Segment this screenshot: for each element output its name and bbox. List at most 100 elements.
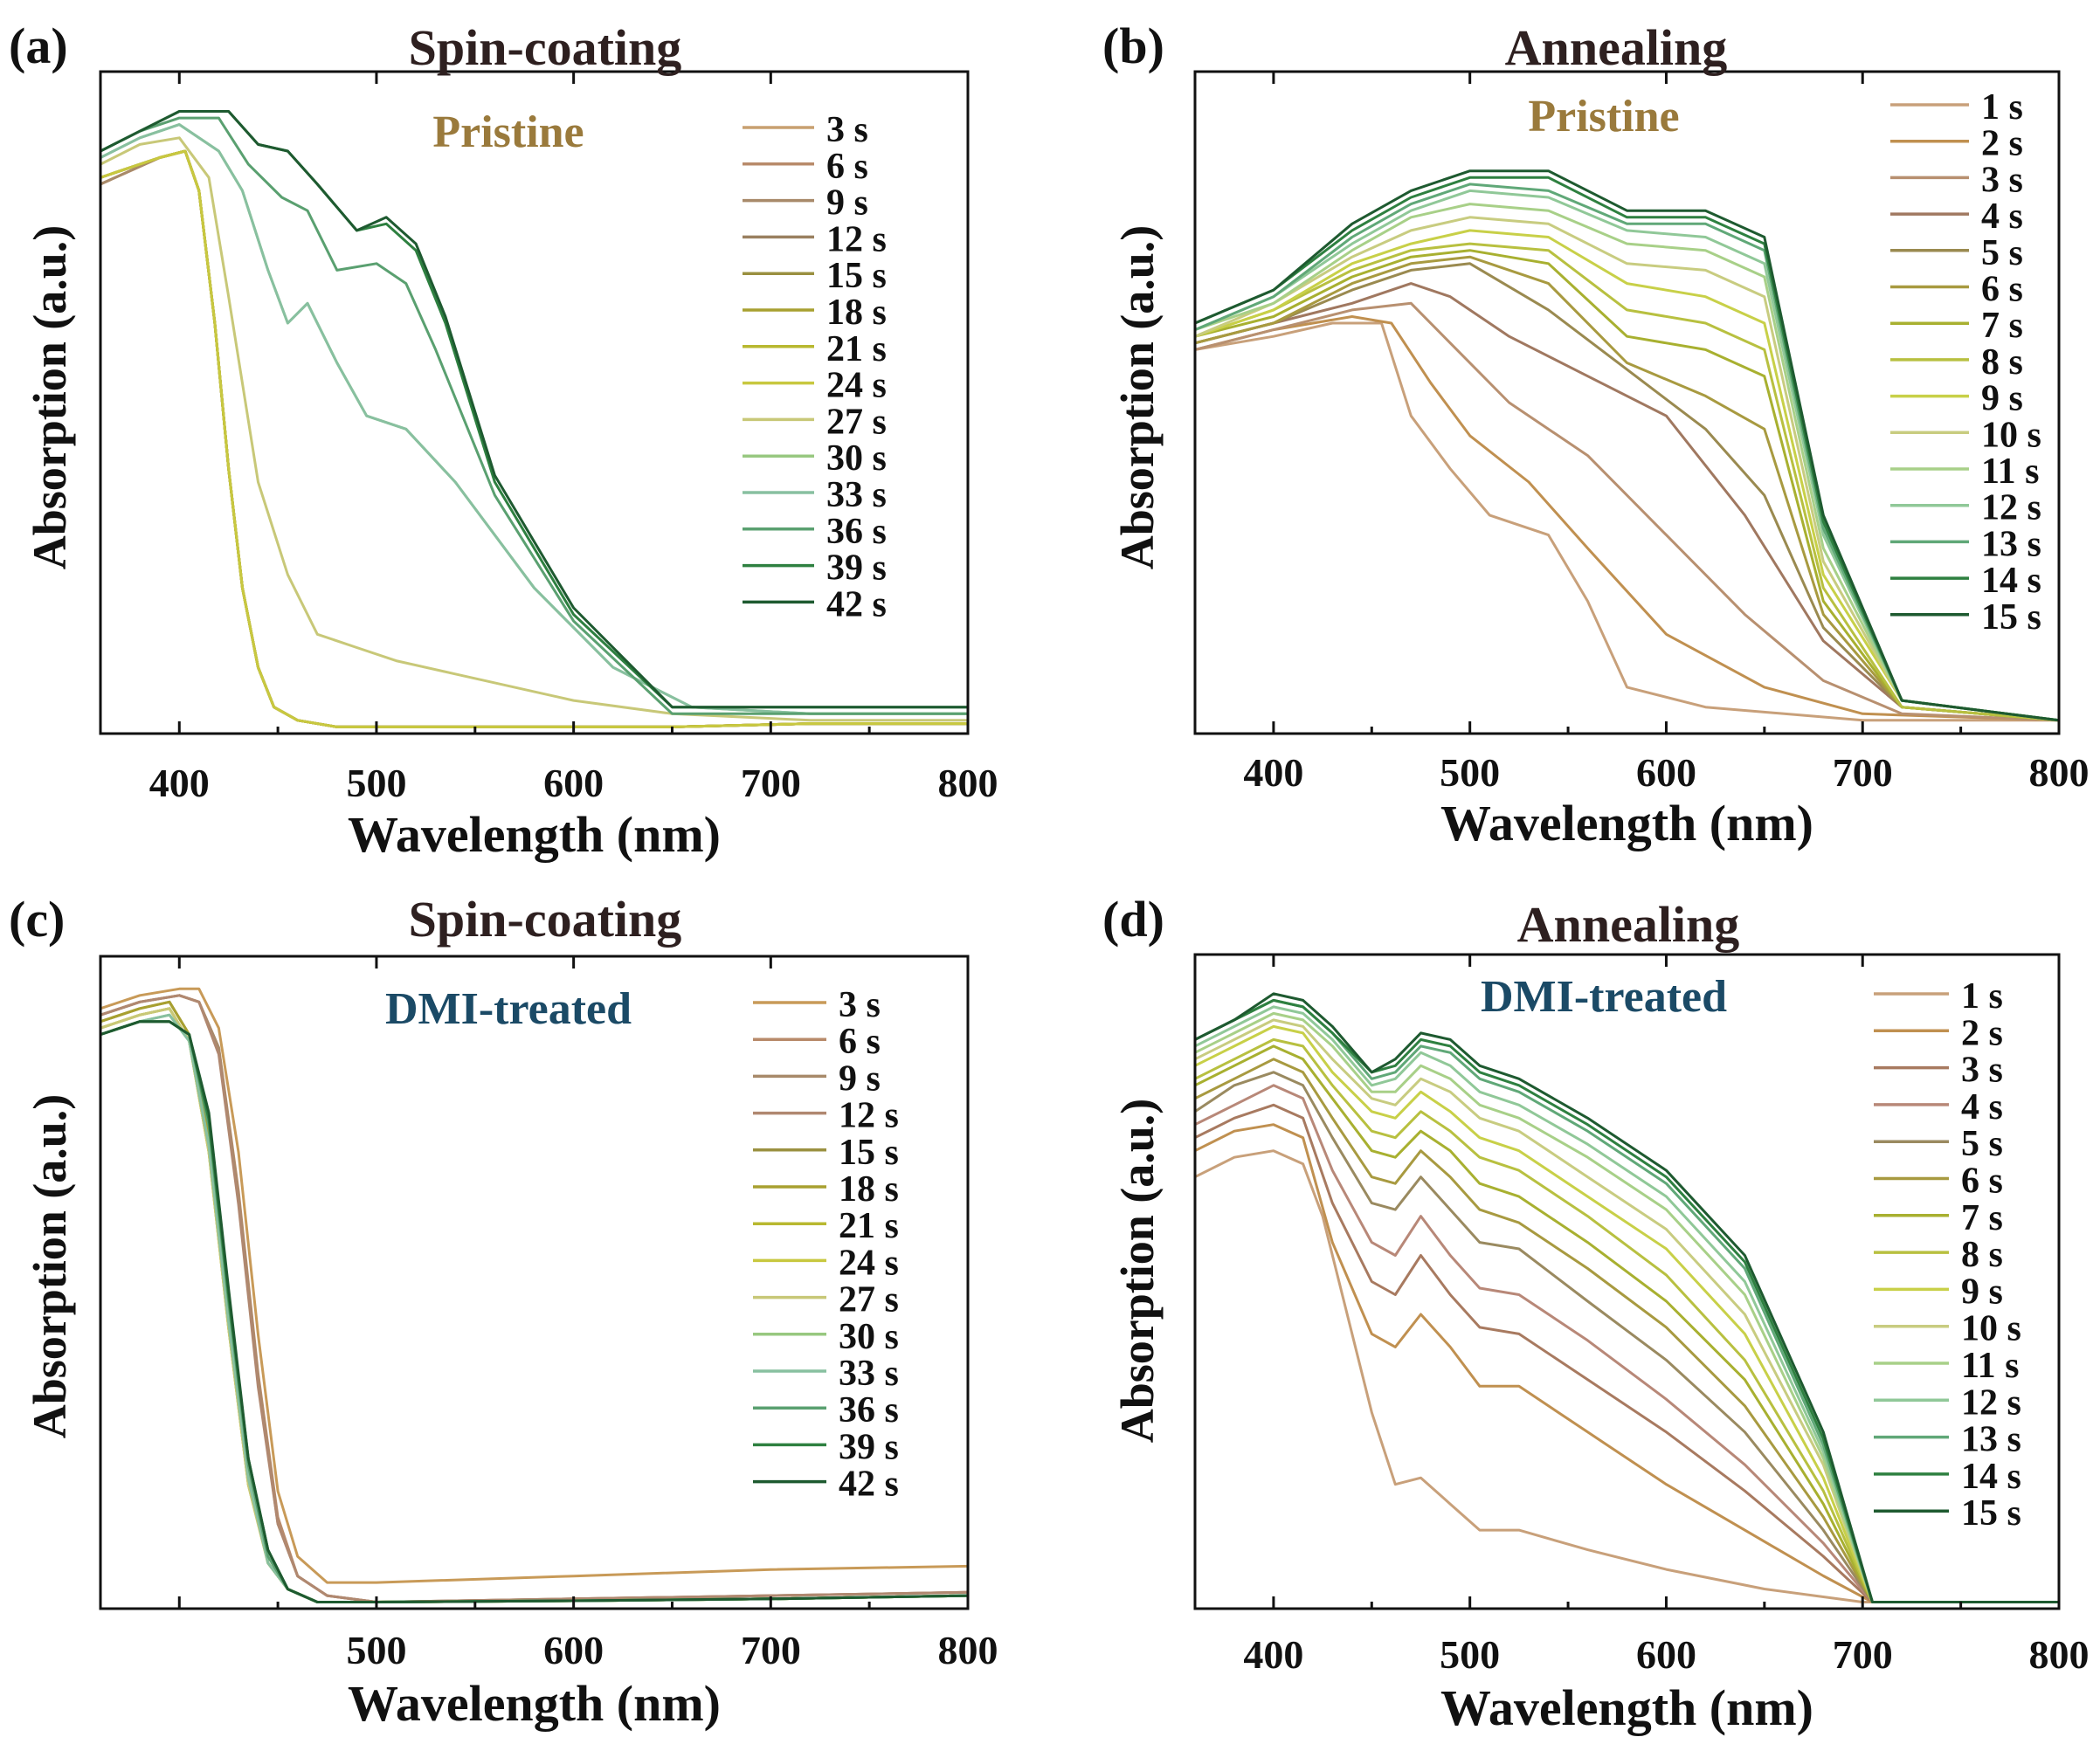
legend-label: 21 s — [839, 1206, 899, 1246]
x-tick-label: 700 — [1833, 1632, 1893, 1677]
panel-letter: (d) — [1102, 891, 1164, 948]
legend-label: 3 s — [1961, 1051, 2003, 1091]
series-line-15s — [1195, 992, 2059, 1603]
series-line-6s — [1195, 255, 2059, 722]
legend-label: 18 s — [839, 1169, 899, 1210]
legend-label: 9 s — [1981, 379, 2023, 419]
series-line-3s — [1195, 301, 2059, 722]
x-tick-label: 600 — [1636, 750, 1696, 795]
series-line-2s — [1195, 1123, 2059, 1603]
series-line-2s — [1195, 315, 2059, 722]
x-axis-label: Wavelength (nm) — [348, 1675, 721, 1732]
x-tick-label: 500 — [346, 1628, 406, 1672]
series-line-42s — [100, 1020, 968, 1603]
series-line-8s — [1195, 242, 2059, 722]
legend-label: 24 s — [839, 1243, 899, 1283]
legend-label: 18 s — [826, 293, 887, 333]
legend-label: 30 s — [839, 1317, 899, 1357]
legend-label: 6 s — [1961, 1162, 2003, 1202]
panel-title: Annealing — [1517, 896, 1740, 953]
legend-label: 36 s — [839, 1390, 899, 1430]
legend-label: 2 s — [1961, 1013, 2003, 1053]
series-line-3s — [1195, 1103, 2059, 1603]
series-group — [1195, 992, 2059, 1603]
legend-label: 36 s — [826, 512, 887, 552]
panel-letter: (a) — [9, 17, 68, 74]
series-line-10s — [1195, 1018, 2059, 1603]
panel-letter: (c) — [9, 891, 65, 948]
panel-title: Spin-coating — [409, 19, 682, 76]
legend-label: 39 s — [826, 548, 887, 589]
legend-label: 9 s — [1961, 1272, 2003, 1312]
series-line-12s — [1195, 1005, 2059, 1603]
x-tick-label: 500 — [1440, 750, 1500, 795]
legend-label: 6 s — [839, 1022, 881, 1062]
legend-label: 4 s — [1981, 196, 2023, 237]
legend-label: 1 s — [1961, 976, 2003, 1017]
series-line-42s — [100, 110, 968, 709]
series-line-5s — [1195, 1071, 2059, 1603]
legend-label: 6 s — [826, 147, 868, 187]
legend-label: 5 s — [1981, 233, 2023, 273]
legend-label: 42 s — [839, 1465, 899, 1505]
legend-label: 15 s — [826, 256, 887, 296]
x-tick-label: 600 — [543, 1628, 604, 1672]
series-line-12s — [1195, 189, 2059, 722]
x-tick-label: 800 — [2029, 750, 2090, 795]
legend-label: 24 s — [826, 366, 887, 406]
legend: 1 s2 s3 s4 s5 s6 s7 s8 s9 s10 s11 s12 s1… — [1890, 87, 2041, 638]
legend-label: 15 s — [1961, 1493, 2021, 1534]
legend-label: 3 s — [1981, 160, 2023, 200]
legend-label: 9 s — [826, 183, 868, 224]
legend-label: 21 s — [826, 329, 887, 369]
series-line-24s — [100, 149, 968, 728]
legend-label: 27 s — [839, 1280, 899, 1320]
legend-label: 9 s — [839, 1058, 881, 1099]
plot-frame — [1193, 953, 2061, 1610]
panel-title: Spin-coating — [409, 891, 682, 948]
series-line-10s — [1195, 216, 2059, 722]
legend-label: 3 s — [839, 985, 881, 1025]
legend-label: 1 s — [1981, 87, 2023, 128]
panel-subtitle: DMI-treated — [1481, 972, 1727, 1022]
legend-label: 8 s — [1961, 1235, 2003, 1275]
x-tick-label: 400 — [1243, 750, 1303, 795]
series-line-9s — [1195, 1024, 2059, 1603]
series-line-36s — [100, 116, 968, 715]
legend-label: 2 s — [1981, 124, 2023, 164]
legend-label: 14 s — [1961, 1457, 2021, 1497]
legend-label: 12 s — [1961, 1382, 2021, 1423]
x-tick-label: 700 — [1833, 750, 1893, 795]
series-group — [100, 987, 968, 1603]
panel-subtitle: Pristine — [1528, 92, 1679, 141]
legend-label: 3 s — [826, 110, 868, 150]
plot-frame — [99, 70, 970, 735]
legend-label: 12 s — [1981, 488, 2041, 528]
legend-label: 13 s — [1961, 1420, 2021, 1460]
series-line-15s — [1195, 169, 2059, 722]
panel-subtitle: Pristine — [432, 107, 584, 157]
legend-label: 10 s — [1961, 1309, 2021, 1349]
x-tick-label: 500 — [1440, 1632, 1500, 1677]
x-axis-label: Wavelength (nm) — [1440, 795, 1813, 851]
y-axis-label: Absorption (a.u.) — [24, 1094, 76, 1439]
legend-label: 8 s — [1981, 342, 2023, 383]
legend-label: 5 s — [1961, 1124, 2003, 1164]
legend-label: 42 s — [826, 584, 887, 624]
x-tick-label: 400 — [1243, 1632, 1303, 1677]
legend-label: 14 s — [1981, 561, 2041, 601]
series-line-33s — [100, 123, 968, 715]
series-line-27s — [100, 136, 968, 722]
legend: 3 s6 s9 s12 s15 s18 s21 s24 s27 s30 s33 … — [743, 110, 887, 624]
x-tick-label: 500 — [346, 761, 406, 805]
legend: 3 s6 s9 s12 s15 s18 s21 s24 s27 s30 s33 … — [753, 985, 899, 1505]
legend-label: 15 s — [1981, 597, 2041, 638]
panel-letter: (b) — [1102, 17, 1164, 74]
x-tick-label: 600 — [1636, 1632, 1696, 1677]
legend-label: 7 s — [1981, 306, 2023, 346]
series-line-3s — [100, 987, 968, 1584]
series-line-1s — [1195, 321, 2059, 722]
panel-a: 400 500 600 700 800 (a) Spin-coating Pristine Wa… — [9, 17, 998, 863]
series-line-9s — [1195, 229, 2059, 722]
